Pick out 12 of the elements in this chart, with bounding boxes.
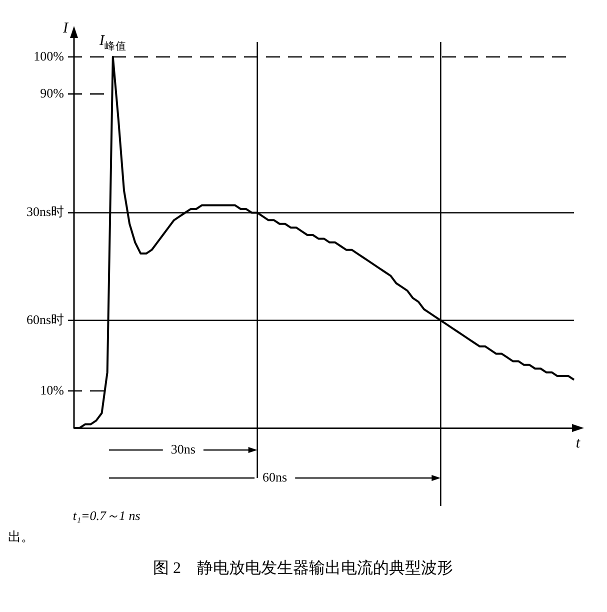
y-axis-title: I	[62, 20, 69, 36]
text: 图 2 静电放电发生器输出电流的典型波形	[152, 558, 454, 579]
ref-line-label: 60ns时	[26, 312, 64, 327]
x-axis-title: t	[576, 435, 581, 452]
text: 60ns	[262, 469, 288, 484]
text: t₁=0.7～1 ns	[72, 508, 140, 523]
text: 出。	[8, 528, 35, 546]
ref-line-label: 10%	[40, 382, 64, 398]
ref-line-label: 100%	[34, 48, 64, 64]
ref-line-label: 30ns时	[26, 204, 64, 220]
ref-line-label: 90%	[40, 85, 64, 100]
text: 30ns	[170, 441, 196, 456]
